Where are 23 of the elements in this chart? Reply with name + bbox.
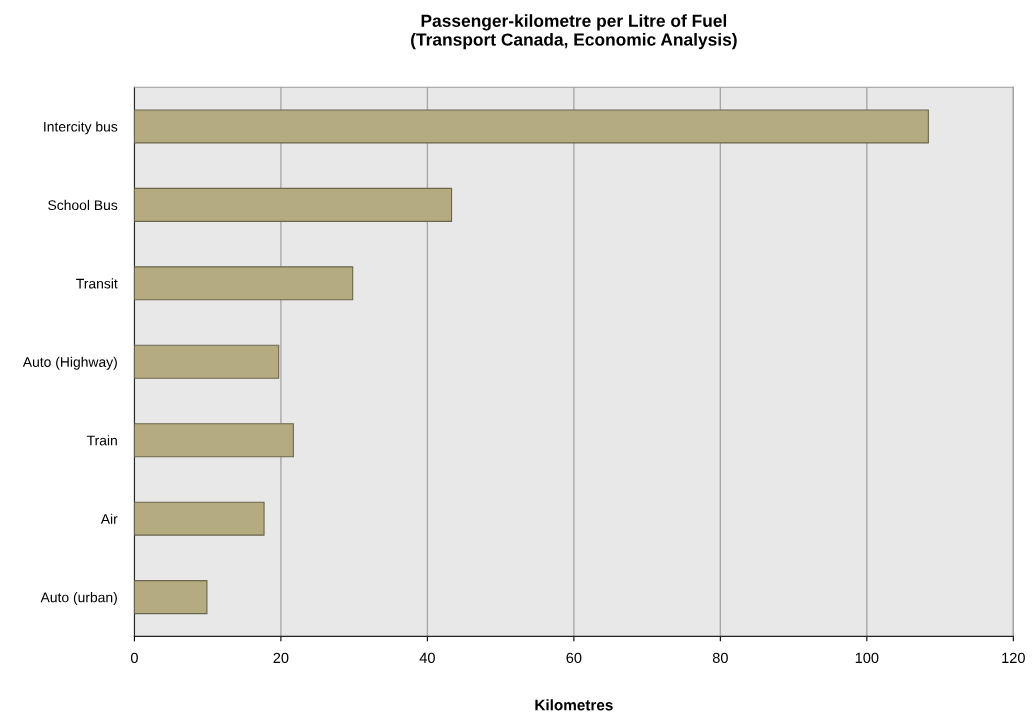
x-tick-label: 100: [855, 652, 879, 664]
x-tick-label: 60: [566, 652, 582, 664]
y-tick-label: School Bus: [48, 199, 118, 211]
bar: [134, 344, 280, 379]
bar: [134, 266, 354, 301]
x-tick-label: 20: [273, 652, 289, 664]
x-tick-label: 0: [130, 652, 138, 664]
bar: [134, 501, 265, 536]
bar: [134, 187, 453, 222]
bar: [134, 423, 294, 458]
y-tick-label: Train: [86, 435, 117, 446]
y-tick-label: Auto (urban): [40, 592, 117, 606]
y-tick-label: Air: [100, 513, 118, 524]
bar: [134, 109, 929, 144]
x-tick-label: 120: [1002, 652, 1025, 664]
bar: [134, 580, 208, 615]
x-axis-title: Kilometres: [535, 699, 613, 711]
y-tick-label: Transit: [76, 278, 118, 289]
chart-title: Passenger-kilometre per Litre of Fuel (Transport Canada, Economic Analysis): [411, 14, 737, 50]
y-tick-label: Auto (Highway): [22, 356, 117, 370]
x-tick-label: 40: [419, 652, 435, 664]
y-tick-label: Intercity bus: [44, 121, 118, 135]
x-tick-label: 80: [712, 652, 728, 664]
